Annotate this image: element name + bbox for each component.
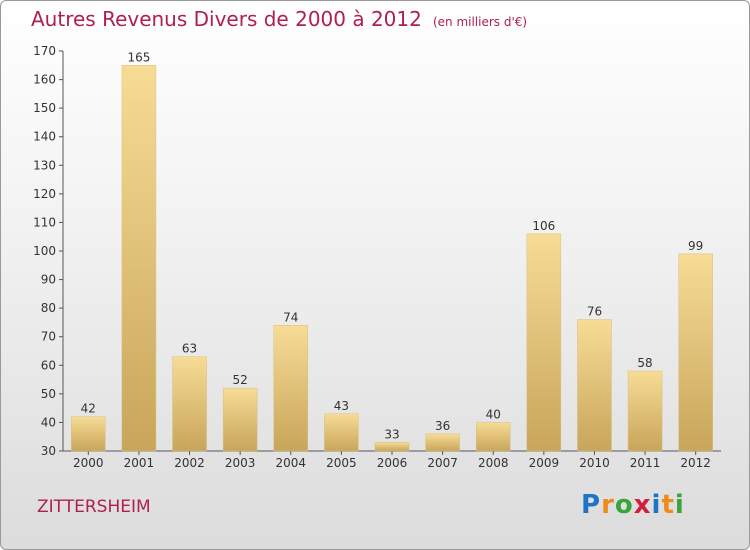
commune-name: ZITTERSHEIM: [37, 497, 151, 517]
bar-value-label: 40: [486, 407, 501, 421]
bar: [222, 387, 258, 452]
y-tick-label: 100: [33, 244, 56, 258]
bar-value-label: 76: [587, 305, 602, 319]
y-tick-label: 140: [33, 130, 56, 144]
bar: [526, 233, 562, 452]
y-tick-label: 30: [41, 444, 56, 458]
x-tick-label: 2008: [478, 456, 509, 470]
y-tick-label: 160: [33, 73, 56, 87]
bar: [121, 65, 157, 452]
x-tick-label: 2007: [427, 456, 458, 470]
y-tick-label: 90: [41, 273, 56, 287]
x-tick-label: 2006: [377, 456, 408, 470]
bar: [273, 325, 309, 452]
bar-value-label: 33: [384, 427, 399, 441]
x-tick-label: 2009: [529, 456, 560, 470]
y-tick-label: 120: [33, 187, 56, 201]
x-tick-label: 2011: [630, 456, 661, 470]
x-tick-label: 2003: [225, 456, 256, 470]
bar-value-label: 52: [233, 373, 248, 387]
bar: [678, 253, 713, 452]
bar: [475, 422, 511, 452]
y-tick-label: 80: [41, 301, 56, 315]
bar-value-label: 165: [127, 50, 150, 64]
bar-value-label: 58: [637, 356, 652, 370]
x-tick-label: 2000: [73, 456, 104, 470]
logo-letter: t: [661, 490, 675, 520]
bar-value-label: 106: [532, 219, 555, 233]
title-text: Autres Revenus Divers de 2000 à 2012: [31, 7, 422, 31]
bar: [324, 413, 359, 452]
logo-letter: i: [651, 490, 662, 520]
y-tick-label: 130: [33, 158, 56, 172]
chart-title: Autres Revenus Divers de 2000 à 2012 (en…: [31, 7, 527, 31]
bar: [374, 442, 410, 452]
x-tick-label: 2002: [174, 456, 205, 470]
bar: [71, 416, 106, 452]
x-tick-label: 2001: [124, 456, 155, 470]
bar-value-label: 63: [182, 342, 197, 356]
y-tick-label: 40: [41, 415, 56, 429]
x-tick-label: 2012: [680, 456, 711, 470]
bar-value-label: 74: [283, 310, 298, 324]
logo-letter: i: [674, 490, 685, 520]
y-tick-label: 50: [41, 387, 56, 401]
x-tick-label: 2005: [326, 456, 357, 470]
bar: [627, 370, 663, 452]
y-tick-label: 170: [33, 44, 56, 58]
x-tick-label: 2010: [579, 456, 610, 470]
logo-letter: P: [581, 490, 602, 520]
y-tick-label: 70: [41, 330, 56, 344]
y-tick-label: 150: [33, 101, 56, 115]
logo-letter: r: [601, 490, 615, 520]
y-tick-label: 110: [33, 215, 56, 229]
bar: [425, 433, 460, 452]
y-tick-label: 60: [41, 358, 56, 372]
bar-value-label: 99: [688, 239, 703, 253]
bar: [172, 356, 207, 452]
logo-letter: o: [614, 490, 634, 520]
bar-value-label: 36: [435, 419, 450, 433]
title-unit: (en milliers d'€): [432, 15, 528, 29]
bar-value-label: 43: [334, 399, 349, 413]
proxiti-logo: Proxiti: [581, 490, 685, 520]
bar: [577, 319, 612, 452]
logo-letter: x: [633, 490, 652, 520]
x-tick-label: 2004: [275, 456, 306, 470]
bar-value-label: 42: [81, 402, 96, 416]
